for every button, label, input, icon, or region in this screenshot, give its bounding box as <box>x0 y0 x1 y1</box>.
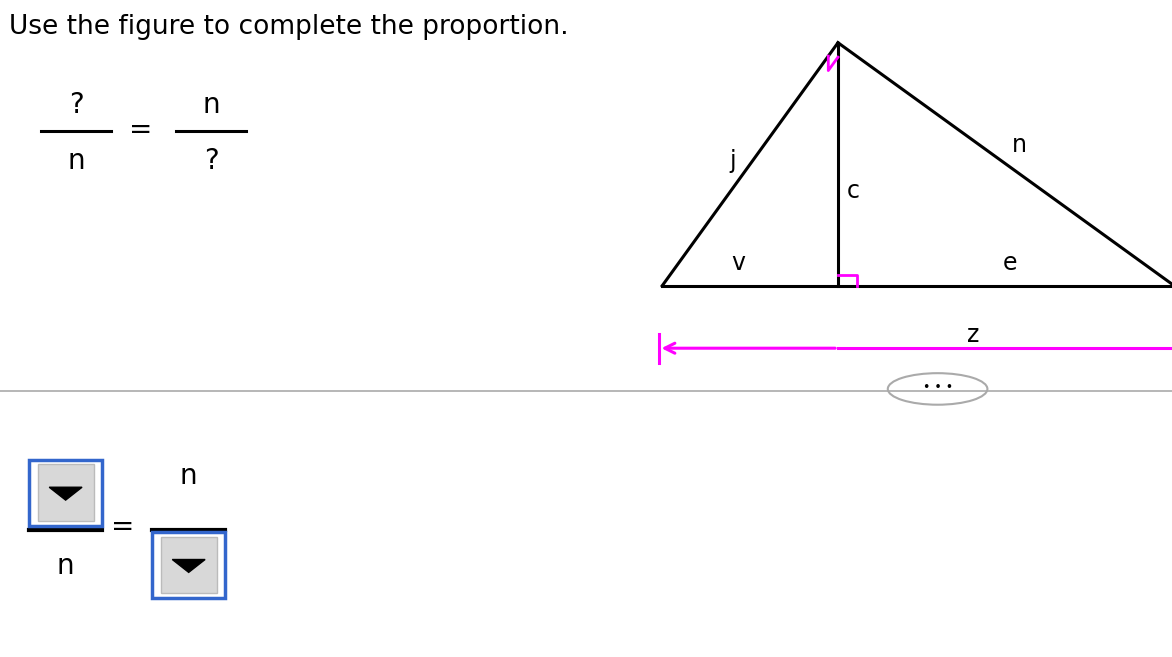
Text: z: z <box>967 323 979 347</box>
Text: n: n <box>179 463 198 490</box>
Text: n: n <box>1013 133 1027 156</box>
Text: v: v <box>731 251 745 275</box>
Text: n: n <box>56 553 75 580</box>
Bar <box>38 464 94 521</box>
Text: ?: ? <box>204 147 218 175</box>
Text: e: e <box>1003 251 1017 275</box>
Text: Use the figure to complete the proportion.: Use the figure to complete the proportio… <box>9 14 568 41</box>
Text: n: n <box>202 91 220 119</box>
Polygon shape <box>172 560 205 572</box>
Text: ?: ? <box>69 91 83 119</box>
Bar <box>161 537 217 593</box>
Text: j: j <box>729 149 736 173</box>
Bar <box>152 532 225 598</box>
Text: =: = <box>111 513 135 541</box>
Text: n: n <box>67 147 86 175</box>
Text: =: = <box>129 116 152 144</box>
Bar <box>29 460 102 526</box>
Polygon shape <box>49 487 82 500</box>
Text: c: c <box>846 179 860 202</box>
Text: • • •: • • • <box>922 381 953 394</box>
